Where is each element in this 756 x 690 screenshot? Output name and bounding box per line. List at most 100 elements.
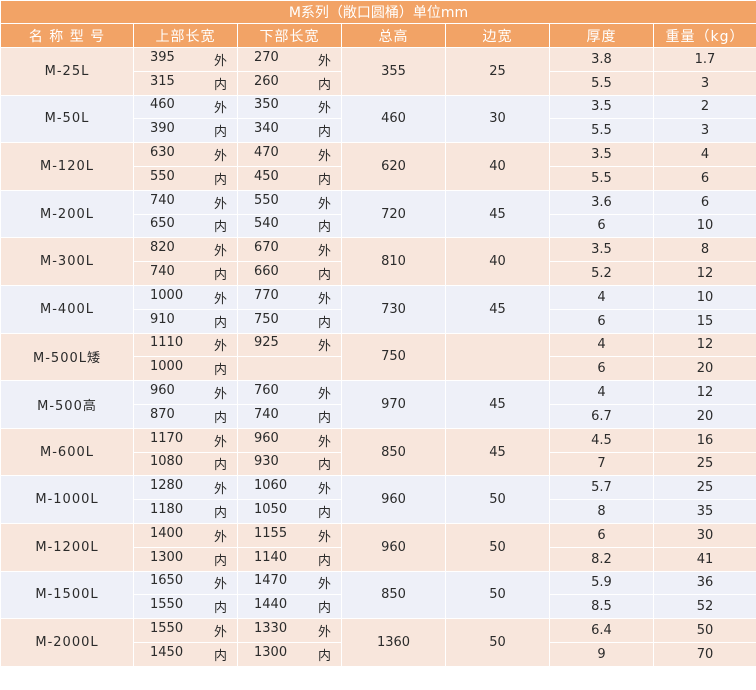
table-row: M-25L 395 外 270 外 355 25 3.8 1.7 [0, 47, 756, 96]
header-top: 上部长宽 [133, 23, 238, 48]
bottom-outer: 1155 外 [237, 522, 342, 548]
table-row: M-600L 1170 外 960 外 850 45 4.5 16 [0, 427, 756, 477]
dimension-tag: 内 [317, 268, 331, 284]
weight-inner: 6 [653, 165, 756, 191]
edge-width: 45 [445, 427, 550, 477]
bottom-outer: 1330 外 [237, 618, 342, 643]
dimension-tag: 外 [213, 101, 227, 117]
bottom-outer: 550 外 [237, 189, 342, 215]
header-thickness: 厚度 [549, 23, 654, 48]
weight-inner: 52 [653, 594, 756, 620]
table-title: M系列（敞口圆桶）单位mm [0, 0, 756, 24]
dimension-value: 450 [254, 168, 279, 184]
dimension-tag: 外 [317, 101, 331, 117]
dimension-tag: 外 [213, 339, 227, 355]
bottom-outer: 960 外 [237, 427, 342, 453]
top-outer: 1110 外 [133, 332, 238, 358]
dimension-value: 1060 [254, 478, 288, 494]
bottom-outer: 350 外 [237, 94, 342, 120]
dimension-tag: 内 [213, 506, 227, 522]
dimension-value: 770 [254, 287, 279, 303]
model-name: M-600L [0, 427, 134, 477]
thickness-outer: 6.4 [549, 618, 654, 643]
top-outer: 395 外 [133, 47, 238, 72]
bottom-outer: 670 外 [237, 237, 342, 263]
dimension-value: 340 [254, 121, 279, 137]
top-outer: 1280 外 [133, 475, 238, 501]
model-name: M-500高 [0, 380, 134, 429]
total-height: 970 [341, 380, 446, 429]
top-inner: 550 内 [133, 165, 238, 191]
edge-width: 40 [445, 237, 550, 286]
top-inner: 1300 内 [133, 546, 238, 572]
model-name: M-500L矮 [0, 332, 134, 382]
top-outer: 1650 外 [133, 570, 238, 596]
table-row: M-120L 630 外 470 外 620 40 3.5 4 [0, 142, 756, 191]
top-inner: 1450 内 [133, 641, 238, 667]
top-outer: 820 外 [133, 237, 238, 263]
weight-outer: 12 [653, 332, 756, 358]
table-body: M-25L 395 外 270 外 355 25 3.8 1.7 315 内 260 内 5.5 3 M-50… [0, 47, 756, 667]
weight-inner: 35 [653, 499, 756, 524]
dimension-tag: 内 [317, 458, 331, 474]
bottom-inner: 340 内 [237, 118, 342, 144]
dimension-tag: 外 [317, 625, 331, 641]
bottom-outer: 470 外 [237, 142, 342, 167]
dimension-value: 1110 [150, 335, 184, 351]
weight-inner: 20 [653, 403, 756, 429]
thickness-outer: 4 [549, 284, 654, 310]
top-outer: 1400 外 [133, 522, 238, 548]
dimension-value: 1450 [150, 644, 184, 660]
dimension-value: 1050 [254, 502, 288, 518]
weight-outer: 12 [653, 380, 756, 405]
dimension-value: 650 [150, 216, 175, 232]
dimension-value: 870 [150, 406, 175, 422]
dimension-value: 1180 [150, 502, 184, 518]
table-row: M-200L 740 外 550 外 720 45 3.6 6 [0, 189, 756, 239]
weight-inner: 70 [653, 641, 756, 667]
table-row: 1080 内 930 内 7 25 [1, 451, 756, 477]
top-inner: 1080 内 [133, 451, 238, 477]
header-weight: 重量（kg） [653, 23, 756, 48]
dimension-tag: 外 [213, 625, 227, 641]
weight-outer: 8 [653, 237, 756, 263]
dimension-tag: 内 [317, 172, 331, 188]
dimension-tag: 内 [317, 506, 331, 522]
thickness-outer: 3.5 [549, 142, 654, 167]
dimension-tag: 外 [213, 482, 227, 498]
thickness-outer: 4 [549, 332, 654, 358]
dimension-value: 550 [150, 168, 175, 184]
dimension-value: 960 [254, 430, 279, 446]
bottom-outer: 760 外 [237, 380, 342, 405]
dimension-tag: 外 [213, 387, 227, 403]
weight-outer: 36 [653, 570, 756, 596]
table-row: M-500高 960 外 760 外 970 45 4 12 [0, 380, 756, 429]
dimension-tag: 内 [213, 601, 227, 617]
thickness-outer: 4.5 [549, 427, 654, 453]
thickness-inner: 8.5 [549, 594, 654, 620]
table-row: 1550 内 1440 内 8.5 52 [1, 594, 756, 620]
dimension-value: 1080 [150, 454, 184, 470]
thickness-outer: 3.5 [549, 94, 654, 120]
dimension-value: 315 [150, 73, 175, 89]
dimension-tag: 内 [213, 77, 227, 93]
dimension-value: 1550 [150, 597, 184, 613]
bottom-inner: 260 内 [237, 70, 342, 96]
edge-width: 40 [445, 142, 550, 191]
dimension-value: 1280 [150, 478, 184, 494]
dimension-tag: 内 [213, 553, 227, 569]
bottom-inner-empty [237, 356, 342, 382]
dimension-tag: 外 [317, 339, 331, 355]
table-row: 550 内 450 内 5.5 6 [1, 165, 756, 191]
edge-width: 25 [445, 47, 550, 96]
table-row: M-1200L 1400 外 1155 外 960 50 6 30 [0, 522, 756, 572]
table-row: 650 内 540 内 6 10 [1, 213, 756, 239]
edge-width: 45 [445, 284, 550, 334]
bottom-outer: 1470 外 [237, 570, 342, 596]
model-name: M-300L [0, 237, 134, 286]
bottom-inner: 930 内 [237, 451, 342, 477]
bottom-outer: 1060 外 [237, 475, 342, 501]
dimension-value: 820 [150, 240, 175, 256]
total-height: 730 [341, 284, 446, 334]
model-name: M-200L [0, 189, 134, 239]
